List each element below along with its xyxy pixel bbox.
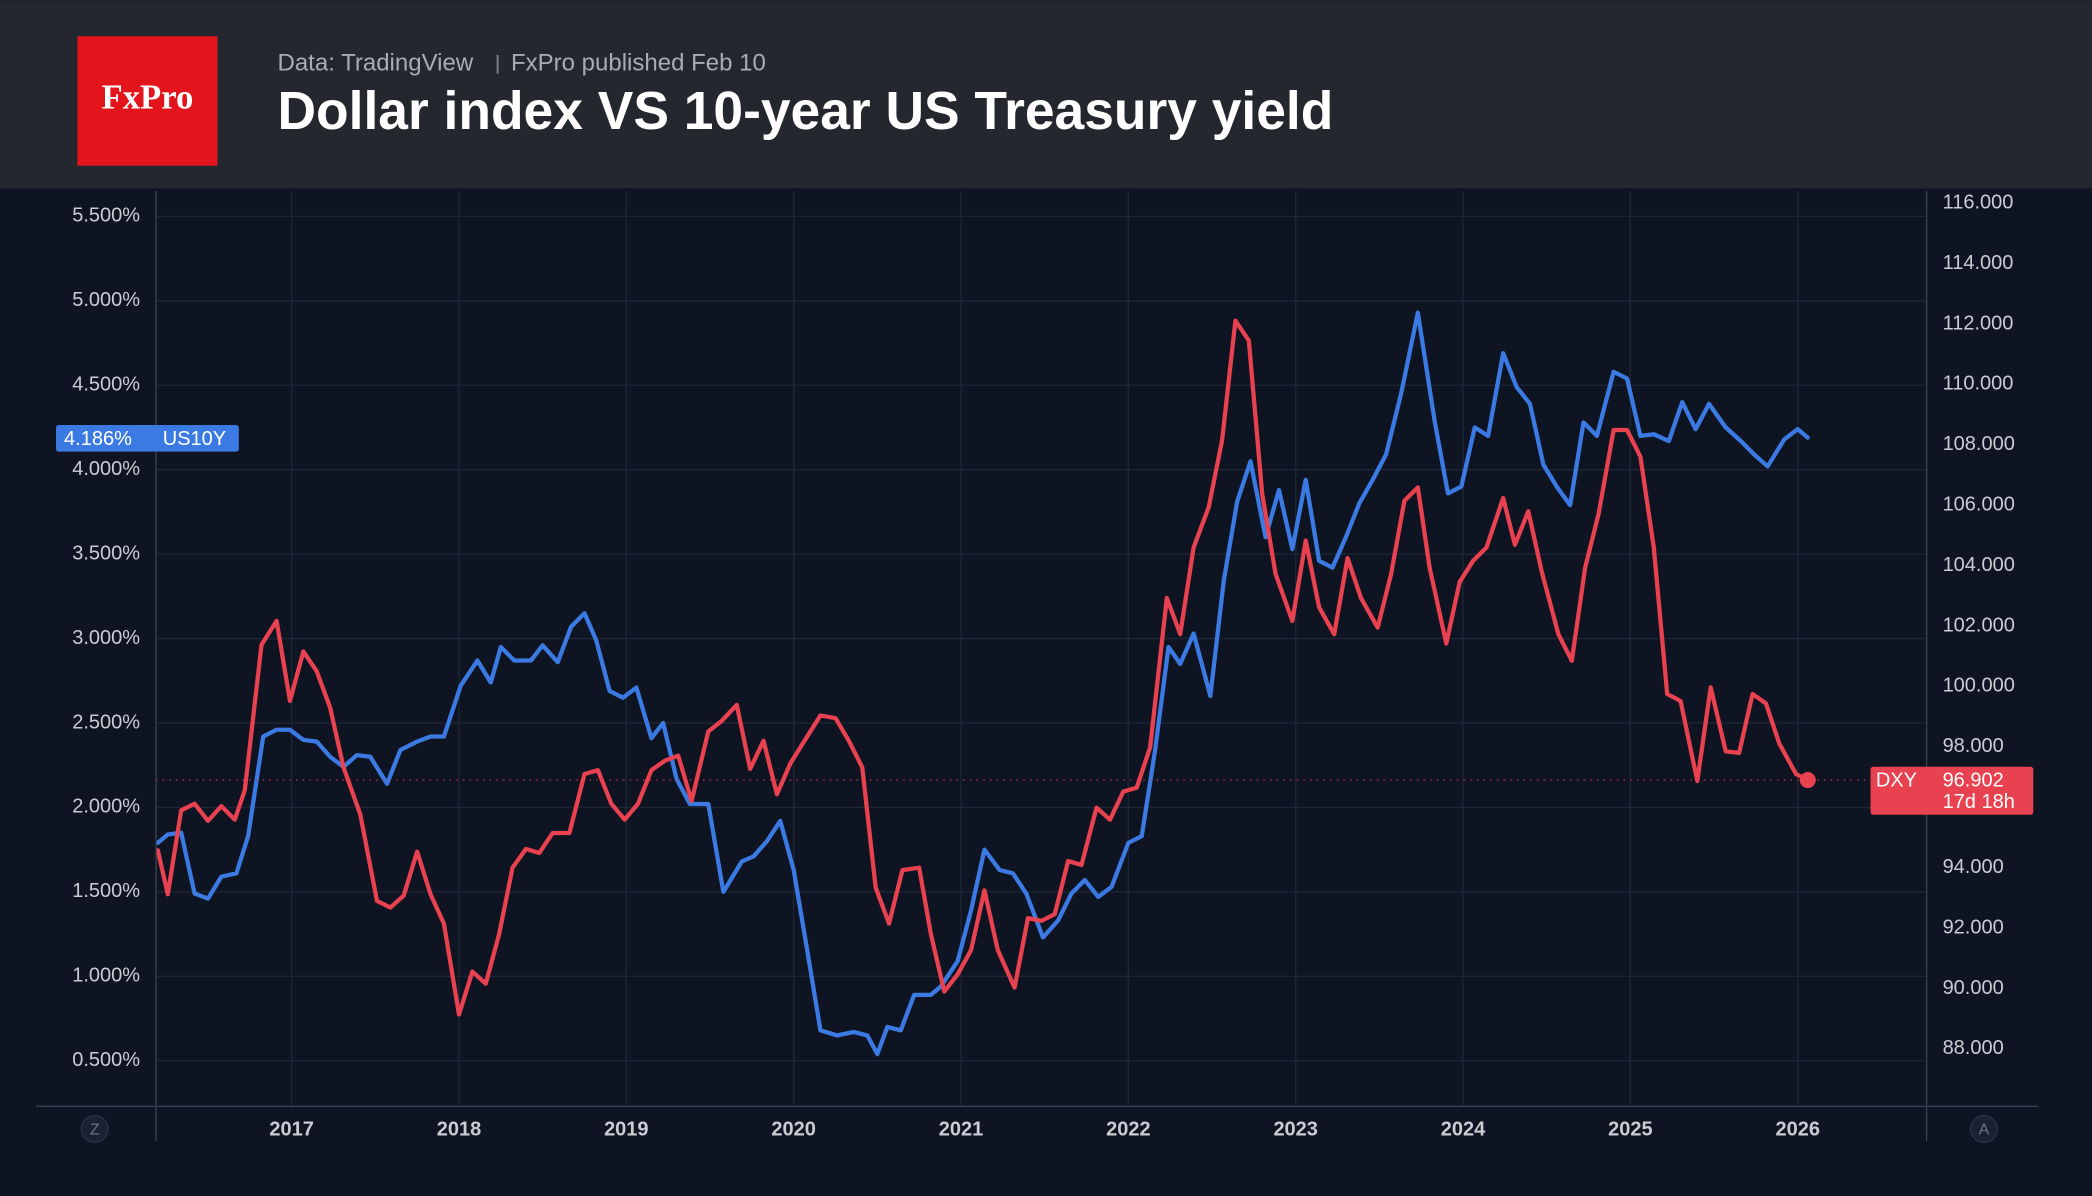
grid <box>156 191 1927 1107</box>
last-point <box>1799 772 1816 789</box>
x-tick-label: 2017 <box>269 1119 314 1141</box>
y2-tick-label: 114.000 <box>1943 252 2014 274</box>
x-tick-label: 2020 <box>771 1119 816 1141</box>
axis-button <box>80 1114 109 1144</box>
y2-tick-label: 116.000 <box>1943 191 2014 213</box>
y-tick-label: 2.500% <box>72 711 140 733</box>
series-line <box>155 318 1810 1017</box>
y2-tick-label: 90.000 <box>1943 977 2004 999</box>
price-badge-value: 4.186% <box>64 428 132 450</box>
x-tick-label: 2026 <box>1775 1119 1820 1141</box>
published: FxPro published Feb 10 <box>511 50 766 77</box>
y2-tick-label: 88.000 <box>1943 1037 2004 1059</box>
axis-button <box>1969 1114 1998 1144</box>
source: Data: TradingView <box>278 50 474 77</box>
y-tick-label: 2.000% <box>72 796 140 818</box>
x-tick-label: 2018 <box>437 1119 482 1141</box>
y-tick-label: 1.500% <box>72 880 140 902</box>
labels: 2017 2018 2019 2020 2021 2022 2023 2024 2025 2026… <box>56 191 2034 1144</box>
y-tick-label: 3.000% <box>72 627 140 649</box>
y2-tick-label: 110.000 <box>1943 373 2014 395</box>
y-tick-label: 5.000% <box>72 289 140 311</box>
x-tick-label: 2024 <box>1441 1119 1486 1141</box>
y2-tick-label: 92.000 <box>1943 916 2004 938</box>
y2-tick-label: 108.000 <box>1943 433 2015 455</box>
y-tick-label: 4.000% <box>72 458 140 480</box>
x-tick-label: 2022 <box>1106 1119 1151 1141</box>
x-tick-label: 2025 <box>1608 1119 1653 1141</box>
y2-tick-label: 102.000 <box>1943 614 2015 636</box>
y-tick-label: 5.500% <box>72 205 140 227</box>
series-line <box>155 310 1810 1057</box>
y2-tick-label: 106.000 <box>1943 494 2015 516</box>
plot <box>155 310 1927 1057</box>
y2-tick-label: 104.000 <box>1943 554 2015 576</box>
price-badge <box>56 424 239 452</box>
x-tick-label: 2021 <box>939 1119 984 1141</box>
axis-button-label: A <box>1979 1122 1990 1139</box>
price-badge-countdown: 17d 18h <box>1943 791 2015 813</box>
y2-tick-label: 98.000 <box>1943 735 2004 757</box>
x-tick-label: 2019 <box>604 1119 649 1141</box>
x-tick-label: 2023 <box>1273 1119 1318 1141</box>
y2-tick-label: 112.000 <box>1943 312 2014 334</box>
price-badge-name: DXY <box>1876 770 1917 792</box>
y-tick-label: 0.500% <box>72 1049 140 1071</box>
header-bar <box>0 0 2092 189</box>
y-tick-label: 4.500% <box>72 374 140 396</box>
price-badge-name: US10Y <box>163 428 226 450</box>
logo: FxPro <box>102 77 194 116</box>
y2-tick-label: 94.000 <box>1943 856 2004 878</box>
price-badge-value: 96.902 <box>1943 770 2004 792</box>
y2-tick-label: 100.000 <box>1943 675 2015 697</box>
y-tick-label: 3.500% <box>72 542 140 564</box>
y-tick-label: 1.000% <box>72 965 140 987</box>
axis-button-label: Z <box>90 1122 100 1139</box>
price-badge <box>1870 766 2034 815</box>
chart-title: Dollar index VS 10-year US Treasury yiel… <box>278 82 1334 141</box>
logo-box <box>77 36 218 166</box>
